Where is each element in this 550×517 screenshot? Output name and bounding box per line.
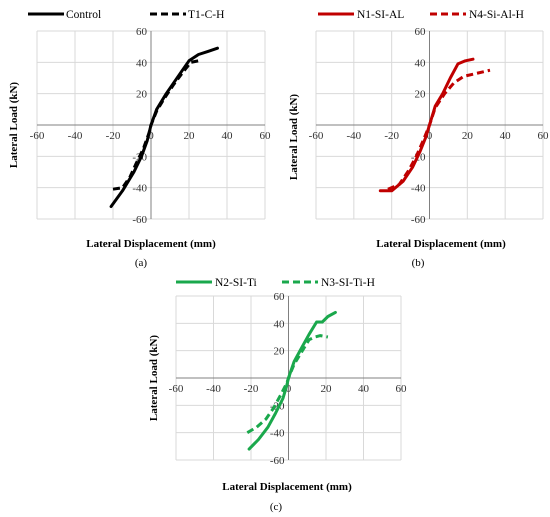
x-tick-label: -20 <box>244 383 259 395</box>
y-axis-title-a: Lateral Load (kN) <box>8 82 20 169</box>
x-tick-label: -40 <box>206 383 221 395</box>
x-tick-label: 60 <box>396 383 408 395</box>
x-tick-label: 40 <box>500 130 512 142</box>
y-tick-label: 40 <box>415 57 427 69</box>
x-tick-label: -40 <box>68 130 83 142</box>
y-tick-label: -60 <box>270 455 285 467</box>
x-axis-title-b: Lateral Displacement (mm) <box>376 238 506 250</box>
legend-label-n2-si-ti: N2-SI-Ti <box>215 277 257 289</box>
x-tick-label: -40 <box>346 130 361 142</box>
y-tick-label: 60 <box>274 291 286 303</box>
legend-label-t1-c-h: T1-C-H <box>188 9 224 21</box>
x-tick-label: 40 <box>358 383 370 395</box>
caption-a: (a) <box>135 257 148 269</box>
y-axis-title-c: Lateral Load (kN) <box>148 335 160 422</box>
x-tick-label: 0 <box>427 130 433 142</box>
series-line-n2-si-ti <box>247 310 337 451</box>
x-axis-title-c: Lateral Displacement (mm) <box>222 481 352 493</box>
x-tick-label: 60 <box>260 130 272 142</box>
y-tick-label: -40 <box>411 183 426 195</box>
legend-a: Control T1-C-H <box>28 9 224 21</box>
y-tick-label: 60 <box>136 26 148 38</box>
y-tick-label: -40 <box>270 428 285 440</box>
caption-b: (b) <box>412 257 425 269</box>
y-tick-label: 20 <box>136 89 148 101</box>
x-tick-label: 40 <box>222 130 234 142</box>
x-tick-label: 20 <box>462 130 474 142</box>
panel-c: N2-SI-Ti N3-SI-Ti-H -60 -40 -20 0 20 40 60 -60 -… <box>148 277 407 513</box>
legend-label-n4-si-al-h: N4-Si-Al-H <box>469 9 524 21</box>
legend-label-control: Control <box>66 9 101 21</box>
x-tick-label: -20 <box>106 130 121 142</box>
y-tick-label: -60 <box>132 214 147 226</box>
y-tick-label: 40 <box>274 318 286 330</box>
x-tick-label: 0 <box>286 383 292 395</box>
panel-b: N1-SI-AL N4-Si-Al-H -60 -40 -20 0 20 40 60 -60 -… <box>288 9 549 269</box>
series-line-n3-si-ti-h <box>246 334 329 434</box>
x-tick-label: 20 <box>321 383 333 395</box>
y-axis-title-b: Lateral Load (kN) <box>288 94 300 181</box>
x-tick-label: -20 <box>384 130 399 142</box>
x-tick-label: 20 <box>184 130 196 142</box>
series-line-n4-si-al-h <box>387 68 491 191</box>
x-axis-title-a: Lateral Displacement (mm) <box>86 238 216 250</box>
x-tick-label: -60 <box>169 383 184 395</box>
y-tick-label: 20 <box>274 346 286 358</box>
series-line-t1-c-h <box>112 59 199 191</box>
y-tick-label: 40 <box>136 57 148 69</box>
y-tick-label: 20 <box>415 89 427 101</box>
x-tick-label: 60 <box>538 130 550 142</box>
y-tick-label: -60 <box>411 214 426 226</box>
caption-c: (c) <box>270 501 283 513</box>
panel-a: Control T1-C-H -60 -40 -20 0 20 40 60-60-40-20… <box>8 9 271 269</box>
legend-c: N2-SI-Ti N3-SI-Ti-H <box>176 277 375 289</box>
x-tick-label: -60 <box>30 130 45 142</box>
x-tick-label: -60 <box>309 130 324 142</box>
x-tick-label: 0 <box>148 130 154 142</box>
legend-label-n3-si-ti-h: N3-SI-Ti-H <box>321 277 375 289</box>
legend-label-n1-si-al: N1-SI-AL <box>357 9 404 21</box>
y-tick-label: 60 <box>415 26 427 38</box>
legend-b: N1-SI-AL N4-Si-Al-H <box>318 9 524 21</box>
y-tick-label: -40 <box>132 183 147 195</box>
